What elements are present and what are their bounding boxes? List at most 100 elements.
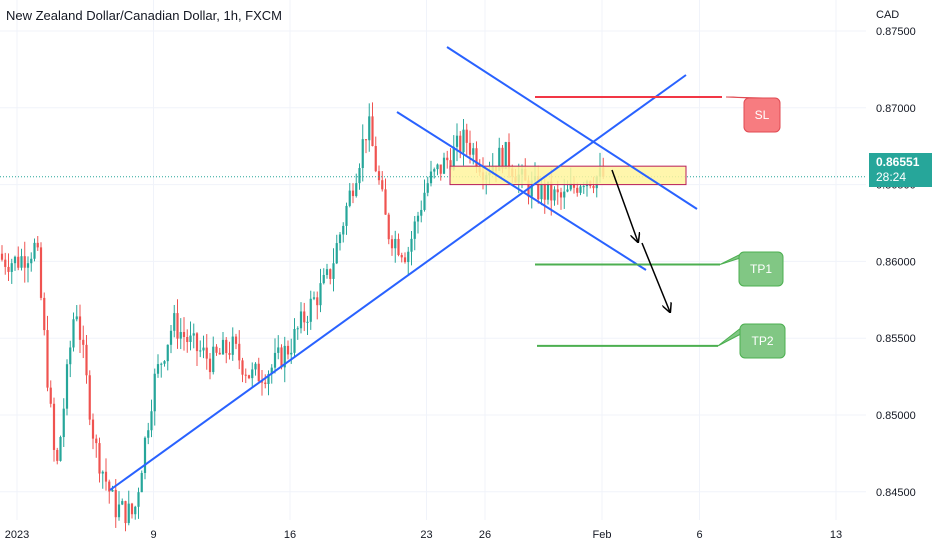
- candle-body: [7, 266, 10, 272]
- candle-body: [202, 347, 205, 351]
- candle-body: [351, 190, 355, 197]
- candle-body: [30, 258, 33, 264]
- candle-body: [504, 142, 507, 169]
- candle-body: [199, 350, 202, 352]
- candle-body: [176, 313, 179, 339]
- candle-body: [299, 311, 303, 329]
- x-tick-label: 2023: [5, 529, 29, 541]
- sl-callout-box: [743, 97, 781, 133]
- candle-body: [10, 263, 13, 272]
- candle-body: [325, 269, 329, 275]
- candle-body: [309, 298, 312, 322]
- candle-body: [20, 256, 23, 268]
- candle-body: [381, 180, 384, 190]
- candle-body: [121, 501, 124, 505]
- candle-body: [273, 352, 277, 368]
- candle-body: [264, 382, 267, 385]
- candle-body: [36, 242, 39, 248]
- candle-body: [368, 116, 371, 141]
- candle-body: [231, 336, 234, 355]
- candle-body: [33, 242, 36, 259]
- candle-body: [104, 471, 108, 482]
- candle-body: [296, 328, 299, 330]
- candle-body: [143, 437, 147, 473]
- candle-body: [397, 238, 400, 256]
- candle-body: [566, 189, 569, 192]
- candle-body: [436, 164, 439, 170]
- x-tick-label: 23: [420, 529, 432, 541]
- currency-label: CAD: [876, 9, 900, 21]
- candle-body: [238, 343, 241, 361]
- tp2-callout-label: TP2: [751, 334, 773, 348]
- candle-body: [420, 209, 423, 216]
- candle-body: [127, 503, 130, 524]
- candle-body: [39, 247, 43, 298]
- candle-body: [472, 148, 475, 155]
- x-tick-label: 9: [150, 529, 156, 541]
- candle-body: [563, 191, 566, 198]
- candle-body: [267, 373, 270, 385]
- candle-body: [361, 139, 364, 169]
- candle-body: [150, 411, 153, 431]
- price-tag-timer: 28:24: [876, 170, 906, 184]
- candle-body: [46, 330, 49, 388]
- candle-body: [179, 332, 182, 339]
- candle-body: [439, 164, 442, 174]
- candle-body: [147, 430, 150, 438]
- candle-body: [332, 263, 335, 279]
- candle-body: [342, 225, 345, 235]
- x-tick-label: Feb: [593, 529, 612, 541]
- ascending-trendline: [109, 74, 687, 491]
- candle-body: [186, 336, 189, 343]
- candle-body: [348, 190, 351, 206]
- candle-body: [195, 333, 199, 352]
- y-tick-label: 0.84500: [876, 487, 916, 499]
- time-axis[interactable]: 2023 9 16 23 26 Feb 6 13: [5, 529, 842, 541]
- current-price-tag: 0.86551 28:24: [869, 153, 932, 187]
- candle-body: [228, 353, 231, 355]
- candle-body: [88, 375, 91, 420]
- candle-body: [65, 364, 69, 409]
- arrow-to-tp2: [641, 242, 670, 312]
- candle-body: [85, 344, 88, 376]
- candle-body: [52, 403, 56, 450]
- candle-body: [403, 257, 407, 263]
- candle-body: [78, 316, 82, 340]
- candle-body: [173, 313, 176, 331]
- arrow-to-tp1: [611, 169, 638, 242]
- candle-body: [286, 345, 290, 355]
- candle-body: [390, 239, 394, 249]
- y-tick-label: 0.87000: [876, 103, 916, 115]
- candle-body: [530, 180, 533, 197]
- candle-body: [345, 205, 348, 226]
- candle-body: [260, 381, 264, 383]
- candle-body: [277, 347, 280, 353]
- candle-body: [442, 157, 446, 174]
- candle-body: [72, 319, 75, 348]
- candle-body: [137, 492, 140, 507]
- candle-body: [322, 274, 325, 284]
- channel-upper-line: [446, 46, 698, 210]
- candle-body: [283, 345, 286, 368]
- candle-body: [95, 438, 98, 444]
- candle-body: [394, 238, 397, 249]
- candle-body: [498, 147, 501, 171]
- candle-body: [251, 369, 254, 379]
- candle-body: [280, 347, 283, 368]
- candle-body: [23, 256, 26, 268]
- channel-lower-line: [396, 111, 647, 271]
- y-tick-label: 0.87500: [876, 26, 916, 38]
- price-axis[interactable]: 0.845000.850000.855000.860000.865000.870…: [876, 26, 916, 499]
- price-tag-box: [869, 153, 932, 187]
- candle-body: [423, 192, 426, 210]
- candle-body: [407, 251, 410, 263]
- candle-body: [192, 333, 195, 336]
- candle-body: [114, 489, 117, 518]
- candle-body: [355, 183, 358, 197]
- x-tick-label: 26: [479, 529, 491, 541]
- candle-body: [316, 297, 319, 306]
- x-tick-label: 6: [696, 529, 702, 541]
- candle-body: [91, 419, 95, 439]
- x-tick-label: 13: [830, 529, 842, 541]
